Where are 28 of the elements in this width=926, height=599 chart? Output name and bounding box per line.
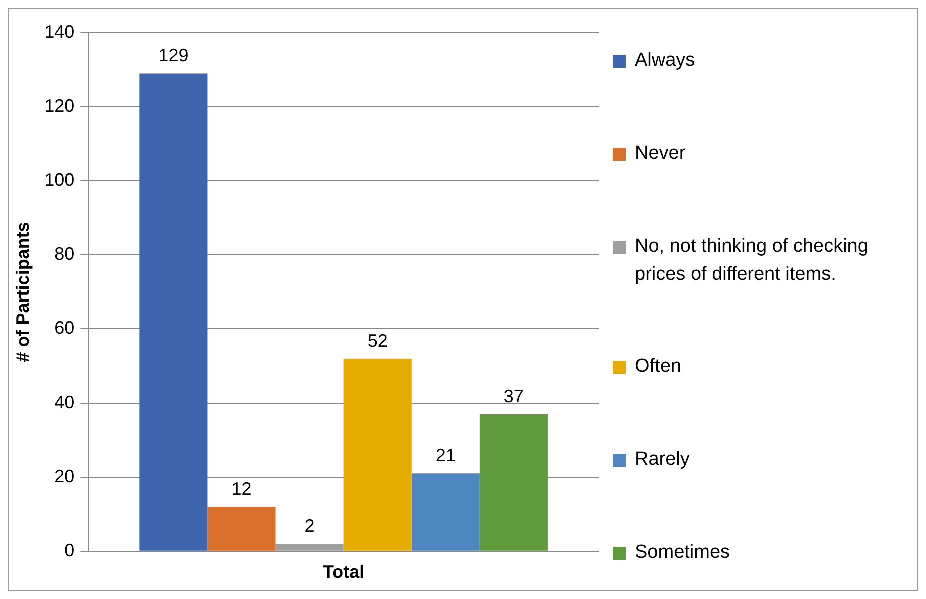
y-tick-label: 20 <box>54 466 75 486</box>
data-label: 12 <box>232 478 252 499</box>
x-tick-label: Total <box>322 562 365 582</box>
legend-label: Never <box>635 142 686 166</box>
data-label: 21 <box>436 446 456 466</box>
legend-label: Rarely <box>635 448 690 472</box>
data-label: 2 <box>304 516 315 536</box>
y-tick-label: 80 <box>54 244 75 264</box>
y-tick-label: 60 <box>54 318 75 338</box>
y-tick-label: 0 <box>64 540 75 560</box>
bar <box>208 506 276 551</box>
y-tick-label: 120 <box>44 96 75 116</box>
bar <box>412 474 480 551</box>
data-label: 37 <box>504 386 524 406</box>
data-label: 129 <box>158 46 189 66</box>
y-tick-label: 100 <box>44 170 75 190</box>
y-tick-label: 140 <box>44 22 75 42</box>
legend-label: No, not thinking of checking prices of different items. <box>635 234 870 287</box>
bar <box>276 544 344 551</box>
y-axis-title: # of Participants <box>12 222 33 362</box>
bar <box>480 414 548 551</box>
bar <box>344 358 412 551</box>
bar <box>140 74 208 551</box>
legend-label: Always <box>635 49 696 73</box>
legend-label: Often <box>635 355 682 380</box>
legend-label: Sometimes <box>635 540 730 565</box>
y-tick-label: 40 <box>54 392 75 412</box>
data-label: 52 <box>368 330 388 351</box>
